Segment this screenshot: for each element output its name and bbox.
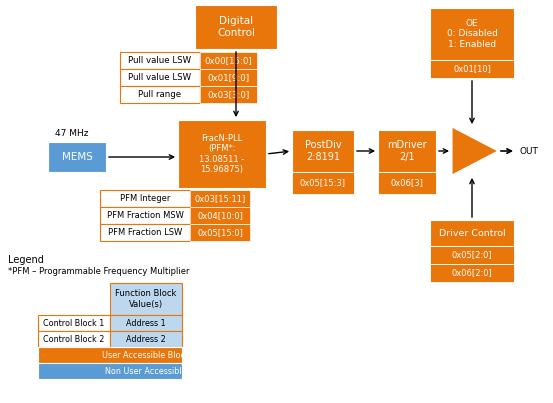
Text: 0x06[2:0]: 0x06[2:0] [452, 268, 492, 278]
FancyBboxPatch shape [378, 172, 436, 194]
FancyBboxPatch shape [178, 120, 266, 188]
FancyBboxPatch shape [48, 142, 106, 172]
FancyBboxPatch shape [120, 86, 200, 103]
Text: Digital
Control: Digital Control [217, 16, 255, 38]
Text: Legend: Legend [8, 255, 44, 265]
Text: PFM Fraction LSW: PFM Fraction LSW [108, 228, 182, 237]
Text: mDriver
2/1: mDriver 2/1 [387, 140, 427, 162]
FancyBboxPatch shape [38, 347, 182, 363]
Text: Pull range: Pull range [138, 90, 181, 99]
FancyBboxPatch shape [200, 69, 257, 86]
Text: PostDiv
2:8191: PostDiv 2:8191 [305, 140, 341, 162]
FancyBboxPatch shape [430, 264, 514, 282]
FancyBboxPatch shape [100, 207, 190, 224]
Text: *PFM – Programmable Frequency Multiplier: *PFM – Programmable Frequency Multiplier [8, 267, 190, 276]
FancyBboxPatch shape [292, 172, 354, 194]
Text: User Accessible Block: User Accessible Block [102, 351, 190, 359]
FancyBboxPatch shape [378, 130, 436, 172]
FancyBboxPatch shape [430, 60, 514, 78]
Text: MEMS: MEMS [61, 152, 92, 162]
FancyBboxPatch shape [38, 315, 110, 331]
Text: OUT: OUT [519, 147, 538, 156]
Text: Function Block
Value(s): Function Block Value(s) [116, 289, 177, 309]
FancyBboxPatch shape [38, 363, 182, 379]
FancyBboxPatch shape [430, 8, 514, 60]
FancyBboxPatch shape [100, 190, 190, 207]
FancyBboxPatch shape [430, 246, 514, 264]
FancyBboxPatch shape [38, 331, 110, 347]
Text: Control Block 1: Control Block 1 [43, 318, 105, 328]
FancyBboxPatch shape [120, 69, 200, 86]
Text: PFM Integer: PFM Integer [120, 194, 170, 203]
Text: 0x01[10]: 0x01[10] [453, 64, 491, 73]
Text: Pull value LSW: Pull value LSW [128, 73, 191, 82]
FancyBboxPatch shape [110, 315, 182, 331]
Text: PFM Fraction MSW: PFM Fraction MSW [107, 211, 184, 220]
Text: 0x04[10:0]: 0x04[10:0] [197, 211, 243, 220]
FancyBboxPatch shape [190, 207, 250, 224]
Polygon shape [452, 127, 498, 175]
Text: 0x05[15:3]: 0x05[15:3] [300, 179, 346, 187]
Text: Driver Control: Driver Control [439, 229, 505, 237]
FancyBboxPatch shape [200, 52, 257, 69]
Text: Pull value LSW: Pull value LSW [128, 56, 191, 65]
Text: 0x03[15:11]: 0x03[15:11] [194, 194, 246, 203]
FancyBboxPatch shape [190, 190, 250, 207]
FancyBboxPatch shape [292, 130, 354, 172]
Text: 0x06[3]: 0x06[3] [390, 179, 424, 187]
FancyBboxPatch shape [120, 52, 200, 69]
FancyBboxPatch shape [200, 86, 257, 103]
FancyBboxPatch shape [100, 224, 190, 241]
FancyBboxPatch shape [195, 5, 277, 49]
Text: Address 1: Address 1 [126, 318, 166, 328]
Text: Address 2: Address 2 [126, 334, 166, 343]
Text: 0x00[15:0]: 0x00[15:0] [205, 56, 252, 65]
Text: 47 MHz: 47 MHz [55, 129, 88, 139]
Text: OE
0: Disabled
1: Enabled: OE 0: Disabled 1: Enabled [447, 19, 498, 49]
Text: Control Block 2: Control Block 2 [43, 334, 105, 343]
Text: 0x01[9:0]: 0x01[9:0] [207, 73, 249, 82]
Text: 0x05[15:0]: 0x05[15:0] [197, 228, 243, 237]
Text: 0x05[2:0]: 0x05[2:0] [452, 251, 492, 260]
Text: FracN-PLL
(PFM*:
13.08511 -
15.96875): FracN-PLL (PFM*: 13.08511 - 15.96875) [200, 134, 244, 174]
Text: Non User Accessible: Non User Accessible [105, 366, 187, 376]
FancyBboxPatch shape [430, 220, 514, 246]
FancyBboxPatch shape [110, 331, 182, 347]
Text: 0x03[3:0]: 0x03[3:0] [207, 90, 249, 99]
FancyBboxPatch shape [110, 283, 182, 315]
FancyBboxPatch shape [190, 224, 250, 241]
